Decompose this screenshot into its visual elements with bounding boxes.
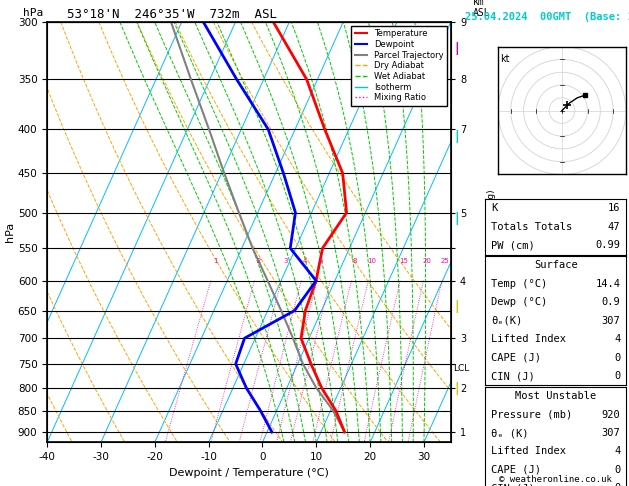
Legend: Temperature, Dewpoint, Parcel Trajectory, Dry Adiabat, Wet Adiabat, Isotherm, Mi: Temperature, Dewpoint, Parcel Trajectory… <box>351 26 447 105</box>
Text: 1: 1 <box>213 258 217 264</box>
Text: Temp (°C): Temp (°C) <box>491 279 547 289</box>
Text: LCL: LCL <box>453 364 469 373</box>
Text: 20: 20 <box>422 258 431 264</box>
Text: 8: 8 <box>353 258 357 264</box>
Text: Pressure (mb): Pressure (mb) <box>491 410 572 419</box>
Text: 4: 4 <box>303 258 307 264</box>
Text: PW (cm): PW (cm) <box>491 241 535 250</box>
Text: 53°18'N  246°35'W  732m  ASL: 53°18'N 246°35'W 732m ASL <box>67 8 277 21</box>
Text: 307: 307 <box>601 428 620 438</box>
Text: 47: 47 <box>608 222 620 232</box>
Text: Surface: Surface <box>534 260 577 270</box>
Text: km
ASL: km ASL <box>473 0 491 17</box>
Text: 920: 920 <box>601 410 620 419</box>
Text: 25.04.2024  00GMT  (Base: 12): 25.04.2024 00GMT (Base: 12) <box>465 12 629 22</box>
Text: 0: 0 <box>614 465 620 475</box>
Text: |: | <box>455 130 460 142</box>
Text: Dewp (°C): Dewp (°C) <box>491 297 547 307</box>
Text: CAPE (J): CAPE (J) <box>491 465 541 475</box>
Text: K: K <box>491 204 498 213</box>
Y-axis label: hPa: hPa <box>5 222 15 242</box>
Text: Most Unstable: Most Unstable <box>515 391 596 401</box>
Text: 3: 3 <box>283 258 287 264</box>
X-axis label: Dewpoint / Temperature (°C): Dewpoint / Temperature (°C) <box>169 468 329 478</box>
Text: 0.9: 0.9 <box>601 297 620 307</box>
Text: CIN (J): CIN (J) <box>491 484 535 486</box>
Text: 4: 4 <box>614 334 620 344</box>
Text: 14.4: 14.4 <box>595 279 620 289</box>
Text: kt: kt <box>501 54 510 64</box>
Text: 5: 5 <box>318 258 323 264</box>
Text: 10: 10 <box>367 258 376 264</box>
Text: Lifted Index: Lifted Index <box>491 334 566 344</box>
Text: 2: 2 <box>256 258 260 264</box>
Text: θₑ (K): θₑ (K) <box>491 428 528 438</box>
Text: Lifted Index: Lifted Index <box>491 447 566 456</box>
Text: 0: 0 <box>614 484 620 486</box>
Text: © weatheronline.co.uk: © weatheronline.co.uk <box>499 474 612 484</box>
Text: Totals Totals: Totals Totals <box>491 222 572 232</box>
Text: 25: 25 <box>441 258 449 264</box>
Text: CAPE (J): CAPE (J) <box>491 353 541 363</box>
Text: |: | <box>455 42 460 55</box>
Text: 307: 307 <box>601 316 620 326</box>
Text: 15: 15 <box>399 258 408 264</box>
Text: |: | <box>455 382 460 395</box>
Text: Mixing Ratio (g/kg): Mixing Ratio (g/kg) <box>487 189 496 275</box>
Text: 0: 0 <box>614 353 620 363</box>
Text: θₑ(K): θₑ(K) <box>491 316 522 326</box>
Text: 0.99: 0.99 <box>595 241 620 250</box>
Text: 16: 16 <box>608 204 620 213</box>
Text: CIN (J): CIN (J) <box>491 371 535 381</box>
Text: |: | <box>455 212 460 225</box>
Text: 0: 0 <box>614 371 620 381</box>
Text: hPa: hPa <box>23 8 43 17</box>
Text: |: | <box>455 300 460 312</box>
Text: 4: 4 <box>614 447 620 456</box>
